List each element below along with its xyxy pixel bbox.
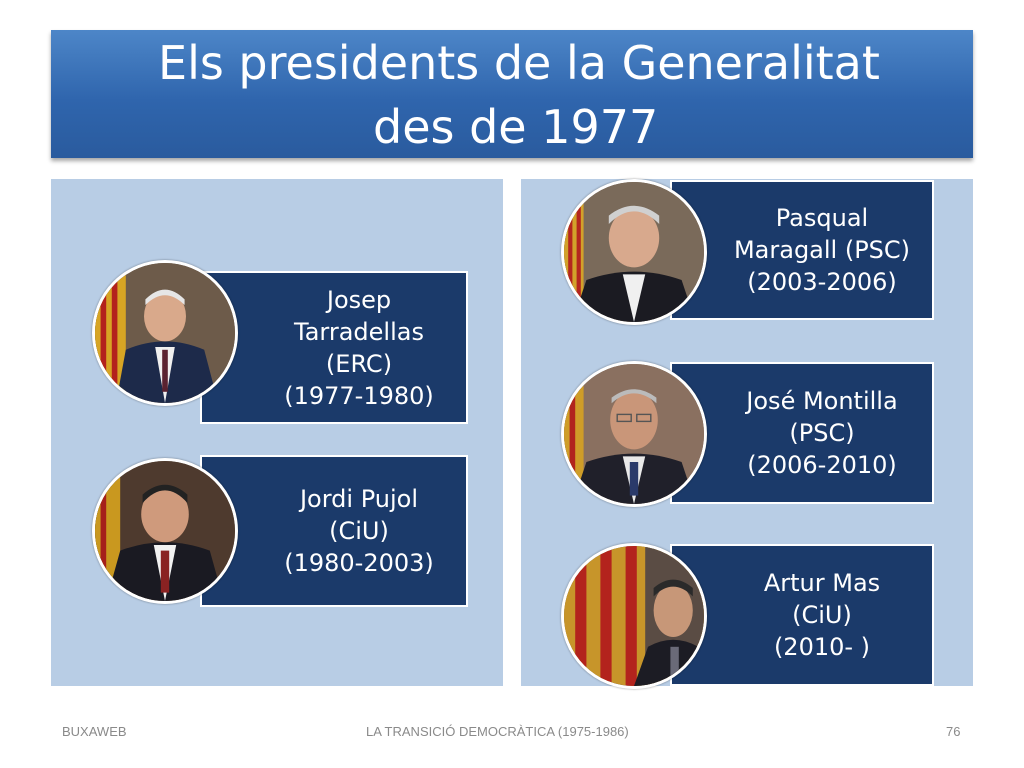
president-photo-mas [561,543,707,689]
slide-title-bar: Els presidents de la Generalitat des de … [51,30,973,158]
president-box-montilla: José Montilla (PSC) (2006-2010) [670,362,934,504]
slide-title-line-1: Els presidents de la Generalitat [158,36,880,90]
president-label: Pasqual Maragall (PSC) (2003-2006) [733,204,911,296]
footer-topic: LA TRANSICIÓ DEMOCRÀTICA (1975-1986) [366,724,629,739]
president-box-mas: Artur Mas (CiU) (2010- ) [670,544,934,686]
left-panel [51,179,503,686]
president-photo-tarradellas [92,260,238,406]
president-label: Josep Tarradellas (ERC) (1977-1980) [284,285,434,410]
president-label: José Montilla (PSC) (2006-2010) [746,387,898,479]
slide-title-line-2: des de 1977 [373,100,659,154]
president-photo-montilla [561,361,707,507]
president-photo-maragall [561,179,707,325]
president-box-pujol: Jordi Pujol (CiU) (1980-2003) [200,455,468,607]
president-box-maragall: Pasqual Maragall (PSC) (2003-2006) [670,180,934,320]
president-label: Jordi Pujol (CiU) (1980-2003) [284,485,434,577]
president-label: Artur Mas (CiU) (2010- ) [763,569,881,661]
footer-source: BUXAWEB [62,724,127,739]
president-box-tarradellas: Josep Tarradellas (ERC) (1977-1980) [200,271,468,424]
slide-number: 76 [946,724,961,739]
president-photo-pujol [92,458,238,604]
